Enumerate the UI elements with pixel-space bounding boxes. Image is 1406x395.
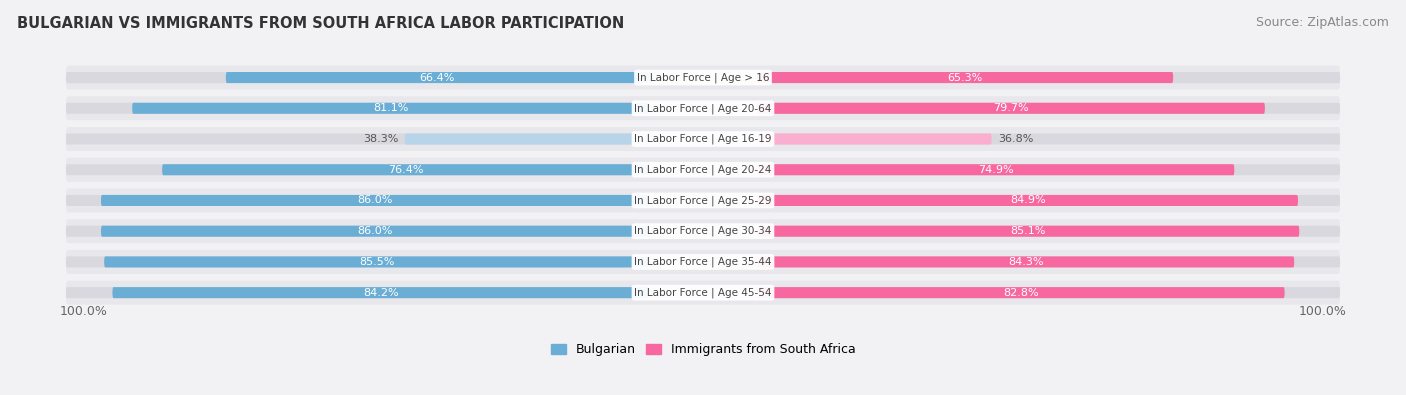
Text: 100.0%: 100.0% [59, 305, 107, 318]
FancyBboxPatch shape [758, 195, 1340, 206]
FancyBboxPatch shape [162, 164, 648, 175]
FancyBboxPatch shape [104, 256, 648, 267]
FancyBboxPatch shape [66, 281, 1340, 305]
FancyBboxPatch shape [66, 250, 1340, 274]
FancyBboxPatch shape [758, 256, 1294, 267]
Text: 82.8%: 82.8% [1002, 288, 1039, 298]
FancyBboxPatch shape [66, 158, 1340, 182]
Text: 74.9%: 74.9% [979, 165, 1014, 175]
FancyBboxPatch shape [758, 256, 1340, 267]
Text: Source: ZipAtlas.com: Source: ZipAtlas.com [1256, 16, 1389, 29]
Text: In Labor Force | Age > 16: In Labor Force | Age > 16 [637, 72, 769, 83]
Text: In Labor Force | Age 20-24: In Labor Force | Age 20-24 [634, 164, 772, 175]
FancyBboxPatch shape [758, 226, 1299, 237]
Text: In Labor Force | Age 25-29: In Labor Force | Age 25-29 [634, 195, 772, 206]
Text: 85.5%: 85.5% [359, 257, 394, 267]
Text: In Labor Force | Age 16-19: In Labor Force | Age 16-19 [634, 134, 772, 144]
FancyBboxPatch shape [132, 103, 648, 114]
FancyBboxPatch shape [758, 72, 1340, 83]
FancyBboxPatch shape [66, 127, 1340, 151]
FancyBboxPatch shape [758, 103, 1340, 114]
Text: 38.3%: 38.3% [363, 134, 398, 144]
FancyBboxPatch shape [66, 134, 648, 145]
FancyBboxPatch shape [758, 164, 1340, 175]
FancyBboxPatch shape [758, 134, 1340, 145]
FancyBboxPatch shape [101, 195, 648, 206]
FancyBboxPatch shape [758, 287, 1285, 298]
FancyBboxPatch shape [405, 134, 648, 145]
Text: 79.7%: 79.7% [993, 103, 1029, 113]
Text: In Labor Force | Age 35-44: In Labor Force | Age 35-44 [634, 257, 772, 267]
FancyBboxPatch shape [112, 287, 648, 298]
FancyBboxPatch shape [758, 134, 991, 145]
Text: 84.2%: 84.2% [363, 288, 398, 298]
FancyBboxPatch shape [758, 72, 1173, 83]
FancyBboxPatch shape [758, 164, 1234, 175]
FancyBboxPatch shape [758, 195, 1298, 206]
Text: 85.1%: 85.1% [1011, 226, 1046, 236]
FancyBboxPatch shape [101, 226, 648, 237]
FancyBboxPatch shape [66, 103, 648, 114]
Text: 66.4%: 66.4% [419, 73, 456, 83]
Text: 81.1%: 81.1% [373, 103, 408, 113]
Text: 100.0%: 100.0% [1299, 305, 1347, 318]
FancyBboxPatch shape [758, 103, 1265, 114]
Text: 76.4%: 76.4% [388, 165, 423, 175]
Text: 84.3%: 84.3% [1008, 257, 1043, 267]
FancyBboxPatch shape [66, 287, 648, 298]
Text: BULGARIAN VS IMMIGRANTS FROM SOUTH AFRICA LABOR PARTICIPATION: BULGARIAN VS IMMIGRANTS FROM SOUTH AFRIC… [17, 16, 624, 31]
FancyBboxPatch shape [66, 96, 1340, 120]
FancyBboxPatch shape [66, 195, 648, 206]
FancyBboxPatch shape [66, 72, 648, 83]
Text: In Labor Force | Age 30-34: In Labor Force | Age 30-34 [634, 226, 772, 237]
Text: 36.8%: 36.8% [998, 134, 1033, 144]
FancyBboxPatch shape [758, 287, 1340, 298]
Text: 86.0%: 86.0% [357, 226, 392, 236]
FancyBboxPatch shape [758, 226, 1340, 237]
Text: In Labor Force | Age 45-54: In Labor Force | Age 45-54 [634, 288, 772, 298]
FancyBboxPatch shape [66, 164, 648, 175]
FancyBboxPatch shape [226, 72, 648, 83]
Text: 86.0%: 86.0% [357, 196, 392, 205]
FancyBboxPatch shape [66, 66, 1340, 90]
Text: 65.3%: 65.3% [948, 73, 983, 83]
Text: 84.9%: 84.9% [1010, 196, 1046, 205]
Text: In Labor Force | Age 20-64: In Labor Force | Age 20-64 [634, 103, 772, 113]
FancyBboxPatch shape [66, 219, 1340, 243]
Legend: Bulgarian, Immigrants from South Africa: Bulgarian, Immigrants from South Africa [551, 344, 855, 356]
FancyBboxPatch shape [66, 188, 1340, 213]
FancyBboxPatch shape [66, 226, 648, 237]
FancyBboxPatch shape [66, 256, 648, 267]
